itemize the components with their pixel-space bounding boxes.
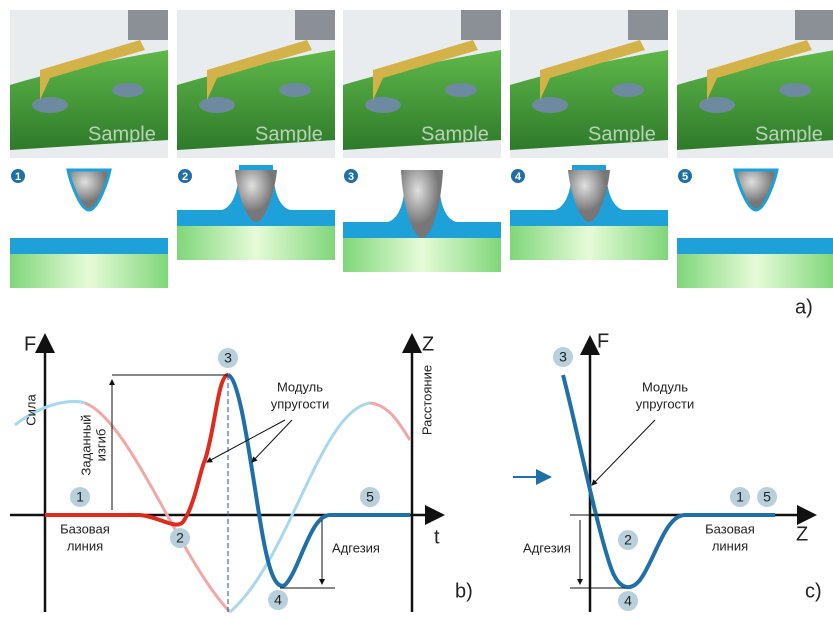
tip	[735, 170, 777, 210]
step-number: 3	[348, 171, 354, 183]
axis-title: Сила	[23, 393, 38, 425]
feature	[699, 97, 735, 113]
feature	[445, 83, 477, 97]
annotation: Модуль	[277, 379, 323, 394]
point-label: 1	[76, 489, 84, 505]
annotation: линия	[712, 538, 748, 553]
step-number: 2	[182, 171, 188, 183]
sample-text: Sample	[421, 123, 489, 145]
annotation: Базовая	[705, 521, 755, 536]
panel-b: F Z t Сила Расстояние Заданный изгиб Мод…	[10, 333, 473, 615]
frame: Sample 4	[510, 10, 668, 260]
axis-label: F	[24, 333, 36, 355]
feature	[32, 97, 68, 113]
point-label: 5	[763, 489, 771, 505]
panel-a: Sample 1 Sample 2 Sample 3 Sample 4 Sample 5	[10, 10, 833, 288]
annotation: Адгезия	[523, 540, 571, 555]
holder	[128, 10, 168, 40]
substrate	[510, 226, 668, 260]
annotation: Заданный	[78, 415, 93, 476]
point-label: 3	[559, 349, 567, 365]
sample-text: Sample	[588, 123, 656, 145]
panel-label: a)	[795, 296, 813, 318]
annotation: изгиб	[93, 429, 108, 462]
axis-label: t	[434, 526, 440, 548]
sample-text: Sample	[255, 123, 323, 145]
feature	[612, 83, 644, 97]
panel-label: c)	[805, 580, 822, 602]
annotation: упругости	[636, 396, 695, 411]
z-curve	[370, 403, 410, 440]
feature	[365, 97, 401, 113]
point-label: 2	[176, 530, 184, 546]
feature	[112, 83, 144, 97]
feature	[532, 97, 568, 113]
z-curve	[230, 403, 370, 612]
step-number: 5	[682, 171, 688, 183]
axis-label: F	[597, 330, 609, 352]
feature	[199, 97, 235, 113]
point-label: 4	[624, 593, 632, 609]
figure: Sample 1 Sample 2 Sample 3 Sample 4 Sample 5 a) F…	[0, 0, 833, 619]
point-label: 5	[366, 489, 374, 505]
panel-label: b)	[455, 580, 473, 602]
point-label: 4	[274, 592, 282, 608]
axis-title: Расстояние	[419, 365, 434, 435]
frame: Sample 5	[677, 10, 833, 288]
axis-label: Z	[422, 333, 434, 355]
liquid-layer	[10, 238, 168, 254]
holder	[295, 10, 335, 40]
sample-text: Sample	[88, 123, 156, 145]
substrate	[177, 226, 335, 260]
step-number: 4	[515, 171, 522, 183]
point-label: 2	[624, 532, 632, 548]
frame: Sample 1	[10, 10, 168, 288]
annotation: линия	[67, 538, 103, 553]
annotation: Адгезия	[332, 540, 380, 555]
feature	[779, 83, 811, 97]
point-label: 1	[736, 489, 744, 505]
annotation: упругости	[271, 396, 330, 411]
frame: Sample 2	[177, 10, 335, 260]
feature	[279, 83, 311, 97]
holder	[461, 10, 501, 40]
substrate	[10, 254, 168, 288]
pointer	[592, 420, 655, 485]
pointer	[252, 420, 292, 462]
tip	[68, 170, 110, 210]
sample-text: Sample	[755, 123, 823, 145]
substrate	[343, 238, 501, 272]
axis-label: Z	[796, 523, 808, 545]
holder	[795, 10, 833, 40]
panel-c: F Z Модуль упругости Базовая линия Адгез…	[513, 330, 822, 612]
step-number: 1	[15, 171, 21, 183]
liquid-layer	[677, 238, 833, 254]
holder	[628, 10, 668, 40]
substrate	[677, 254, 833, 288]
point-label: 3	[224, 350, 232, 366]
annotation: Модуль	[642, 379, 688, 394]
frame: Sample 3	[343, 10, 501, 272]
annotation: Базовая	[60, 521, 110, 536]
